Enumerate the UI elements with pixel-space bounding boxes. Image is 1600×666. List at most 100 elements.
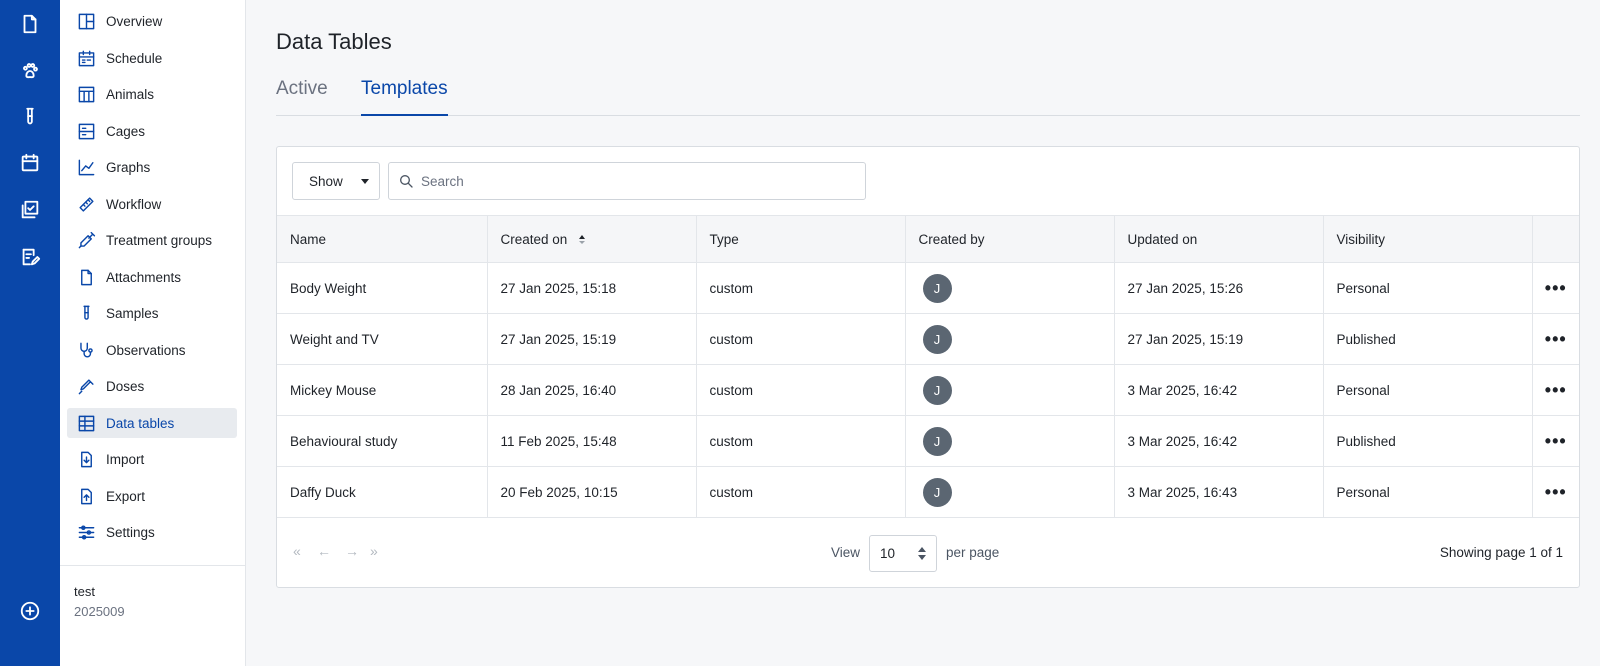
cell-created-on: 20 Feb 2025, 10:15 [486,466,696,518]
column-header-created-by[interactable]: Created by [904,215,1114,263]
checklist-icon[interactable] [17,197,43,223]
cell-created-by: J [904,415,1114,467]
templates-table: Name Created on Type Created by Updated … [277,215,1579,518]
test-tube-icon[interactable] [17,104,43,130]
avatar[interactable]: J [922,477,952,507]
cell-created-on: 27 Jan 2025, 15:18 [486,262,696,314]
table-header-row: Name Created on Type Created by Updated … [277,215,1579,263]
cell-name[interactable]: Body Weight [277,262,487,314]
sort-icon[interactable] [579,234,587,245]
stepper-arrows-icon[interactable] [918,547,926,561]
sidebar-item-label: Schedule [106,50,163,66]
cell-name[interactable]: Mickey Mouse [277,364,487,416]
cell-type: custom [695,364,905,416]
avatar[interactable]: J [922,426,952,456]
attachment-icon [75,266,97,288]
sidebar-item-label: Data tables [106,415,175,431]
last-page-button[interactable]: » [370,543,378,559]
cell-updated-on: 3 Mar 2025, 16:43 [1113,466,1323,518]
sidebar-item-cages[interactable]: Cages [67,116,237,146]
avatar[interactable]: J [922,375,952,405]
edit-note-icon[interactable] [17,244,43,270]
sidebar-item-label: Cages [106,123,146,139]
prev-page-button[interactable]: ← [317,543,331,559]
view-label: View [831,545,861,560]
syringe-icon [75,229,97,251]
cell-name[interactable]: Daffy Duck [277,466,487,518]
sidebar-nav: Overview Schedule Animals Cages Graphs W… [60,0,246,666]
cell-visibility: Personal [1322,262,1532,314]
cell-updated-on: 3 Mar 2025, 16:42 [1113,364,1323,416]
calendar-icon[interactable] [17,150,43,176]
sidebar-item-schedule[interactable]: Schedule [67,43,237,73]
sidebar-item-label: Workflow [106,196,162,212]
table-row[interactable]: Body Weight 27 Jan 2025, 15:18 custom J … [277,262,1579,314]
avatar[interactable]: J [922,273,952,303]
sidebar-item-doses[interactable]: Doses [67,371,237,401]
table-row[interactable]: Daffy Duck 20 Feb 2025, 10:15 custom J 3… [277,466,1579,518]
overview-icon [75,10,97,32]
paw-icon[interactable] [17,58,43,84]
tab-active[interactable]: Active [276,78,328,99]
sidebar-item-label: Animals [106,86,155,102]
cell-created-by: J [904,466,1114,518]
column-header-created-on[interactable]: Created on [486,215,696,263]
more-options-icon[interactable]: ••• [1531,466,1579,518]
sidebar-item-observations[interactable]: Observations [67,335,237,365]
table-row[interactable]: Weight and TV 27 Jan 2025, 15:19 custom … [277,313,1579,365]
more-options-icon[interactable]: ••• [1531,262,1579,314]
sidebar-item-treatment-groups[interactable]: Treatment groups [67,225,237,255]
stethoscope-icon [75,339,97,361]
avatar[interactable]: J [922,324,952,354]
sidebar-item-label: Observations [106,342,186,358]
dropper-icon [75,375,97,397]
sidebar-item-workflow[interactable]: Workflow [67,189,237,219]
table-row[interactable]: Behavioural study 11 Feb 2025, 15:48 cus… [277,415,1579,467]
cell-visibility: Personal [1322,466,1532,518]
cell-visibility: Published [1322,313,1532,365]
more-options-icon[interactable]: ••• [1531,415,1579,467]
cell-type: custom [695,466,905,518]
sidebar-item-samples[interactable]: Samples [67,298,237,328]
sidebar-item-export[interactable]: Export [67,481,237,511]
more-options-icon[interactable]: ••• [1531,313,1579,365]
column-header-name[interactable]: Name [277,215,487,263]
more-options-icon[interactable]: ••• [1531,364,1579,416]
sidebar-item-graphs[interactable]: Graphs [67,152,237,182]
add-circle-icon[interactable] [17,598,43,624]
data-table-icon [75,412,97,434]
cages-icon [75,120,97,142]
sidebar-item-import[interactable]: Import [67,444,237,474]
show-dropdown-button[interactable]: Show [292,162,380,200]
table-row[interactable]: Mickey Mouse 28 Jan 2025, 16:40 custom J… [277,364,1579,416]
sidebar-item-overview[interactable]: Overview [67,6,237,36]
sidebar-item-settings[interactable]: Settings [67,517,237,547]
cell-type: custom [695,313,905,365]
page-title: Data Tables [276,29,392,54]
tab-templates[interactable]: Templates [361,76,448,116]
sidebar-item-data-tables[interactable]: Data tables [67,408,237,438]
document-icon[interactable] [17,11,43,37]
animals-table-icon [75,83,97,105]
cell-name[interactable]: Weight and TV [277,313,487,365]
sidebar-item-attachments[interactable]: Attachments [67,262,237,292]
workflow-icon [75,193,97,215]
column-header-visibility[interactable]: Visibility [1322,215,1532,263]
next-page-button[interactable]: → [345,543,359,559]
graph-icon [75,156,97,178]
show-dropdown-label: Show [309,173,343,189]
cell-updated-on: 27 Jan 2025, 15:26 [1113,262,1323,314]
cell-created-on: 11 Feb 2025, 15:48 [486,415,696,467]
sidebar-item-animals[interactable]: Animals [67,79,237,109]
search-input[interactable] [421,173,861,189]
page-status: Showing page 1 of 1 [1439,545,1563,560]
column-header-updated-on[interactable]: Updated on [1113,215,1323,263]
chevron-down-icon [360,178,369,184]
cell-type: custom [695,262,905,314]
cell-name[interactable]: Behavioural study [277,415,487,467]
column-header-type[interactable]: Type [695,215,905,263]
cell-created-by: J [904,262,1114,314]
per-page-stepper[interactable]: 10 [869,535,937,572]
first-page-button[interactable]: « [293,543,301,559]
pagination: « ← → » View 10 per page Showing page 1 … [277,523,1579,585]
